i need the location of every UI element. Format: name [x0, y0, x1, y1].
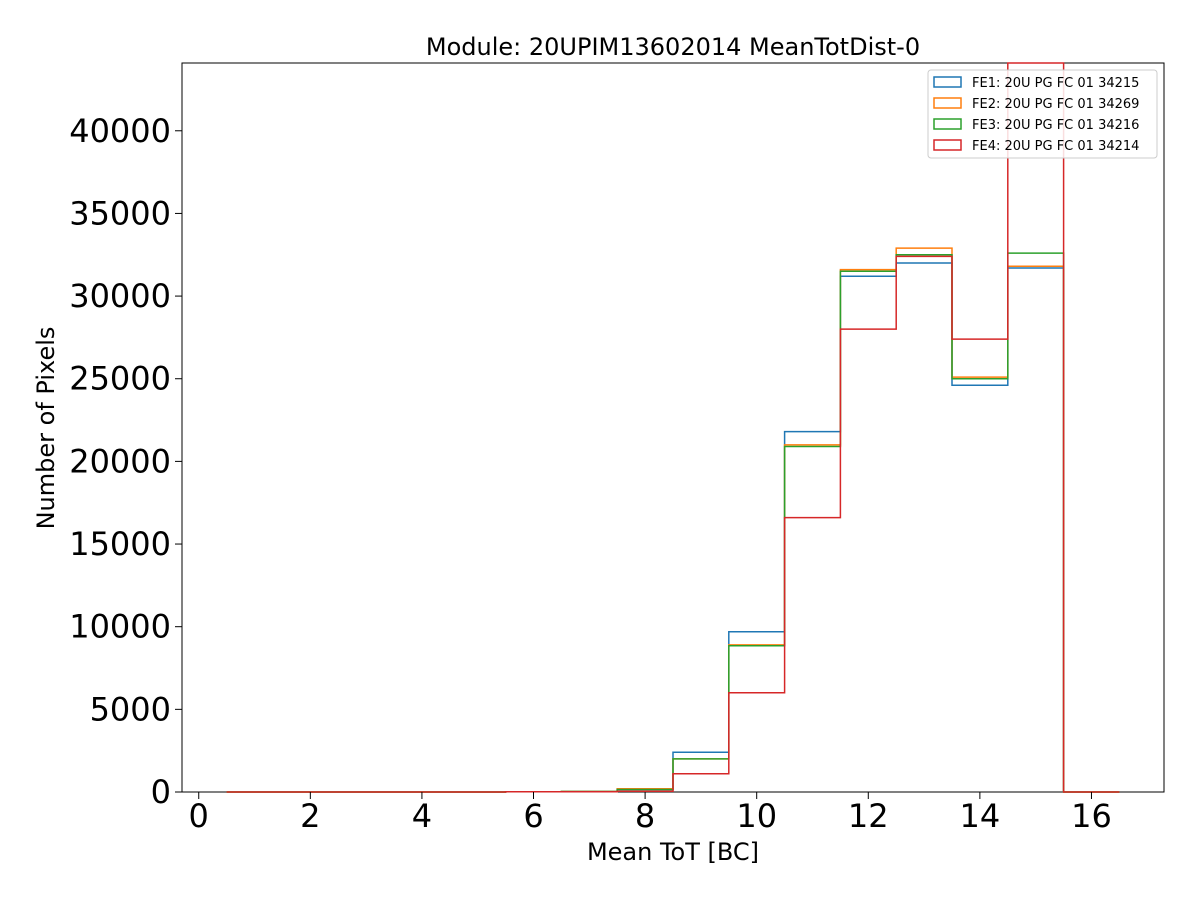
legend-swatch: [933, 118, 962, 130]
legend-entry-label: FE1: 20U PG FC 01 34215: [972, 76, 1139, 91]
y-axis: 0 5000 10000 15000 20000 25000 30000 35000 40000: [69, 112, 182, 811]
x-tick-label: 10: [736, 797, 777, 835]
x-tick-label: 12: [848, 797, 889, 835]
legend-swatch: [933, 97, 962, 109]
y-tick-label: 25000: [69, 360, 171, 398]
y-tick-label: 35000: [69, 194, 171, 232]
legend-box: [927, 69, 1158, 159]
series-layer: [226, 62, 1120, 793]
series-step-2: [226, 247, 1120, 793]
y-tick-label: 10000: [69, 608, 171, 646]
y-tick-label: 5000: [90, 690, 171, 728]
x-tick-label: 2: [300, 797, 320, 835]
chart-title: Module: 20UPIM13602014 MeanTotDist-0: [426, 33, 920, 61]
y-tick-label: 20000: [69, 442, 171, 480]
legend-entry-label: FE4: 20U PG FC 01 34214: [972, 139, 1139, 154]
x-tick-label: 16: [1071, 797, 1112, 835]
y-tick-label: 0: [151, 773, 171, 811]
x-tick-label: 14: [960, 797, 1001, 835]
x-tick-label: 8: [635, 797, 655, 835]
y-axis-label: Number of Pixels: [32, 327, 60, 530]
y-tick-label: 15000: [69, 525, 171, 563]
y-tick-label: 30000: [69, 277, 171, 315]
x-axis: 0 2 4 6 8 10 12 14 16: [189, 792, 1112, 835]
series-step-4: [226, 62, 1120, 793]
legend-swatch: [933, 139, 962, 151]
plot-area-frame: [181, 62, 1165, 793]
legend-swatch: [933, 76, 962, 88]
legend: FE1: 20U PG FC 01 34215 FE2: 20U PG FC 01…: [927, 69, 1158, 159]
series-step-1: [226, 262, 1120, 793]
series-step-3: [226, 252, 1120, 793]
x-axis-label: Mean ToT [BC]: [587, 838, 759, 866]
x-tick-label: 4: [412, 797, 432, 835]
legend-entry-label: FE3: 20U PG FC 01 34216: [972, 118, 1139, 133]
x-tick-label: 6: [523, 797, 543, 835]
legend-entry-label: FE2: 20U PG FC 01 34269: [972, 97, 1139, 112]
x-tick-label: 0: [189, 797, 209, 835]
y-tick-label: 40000: [69, 112, 171, 150]
